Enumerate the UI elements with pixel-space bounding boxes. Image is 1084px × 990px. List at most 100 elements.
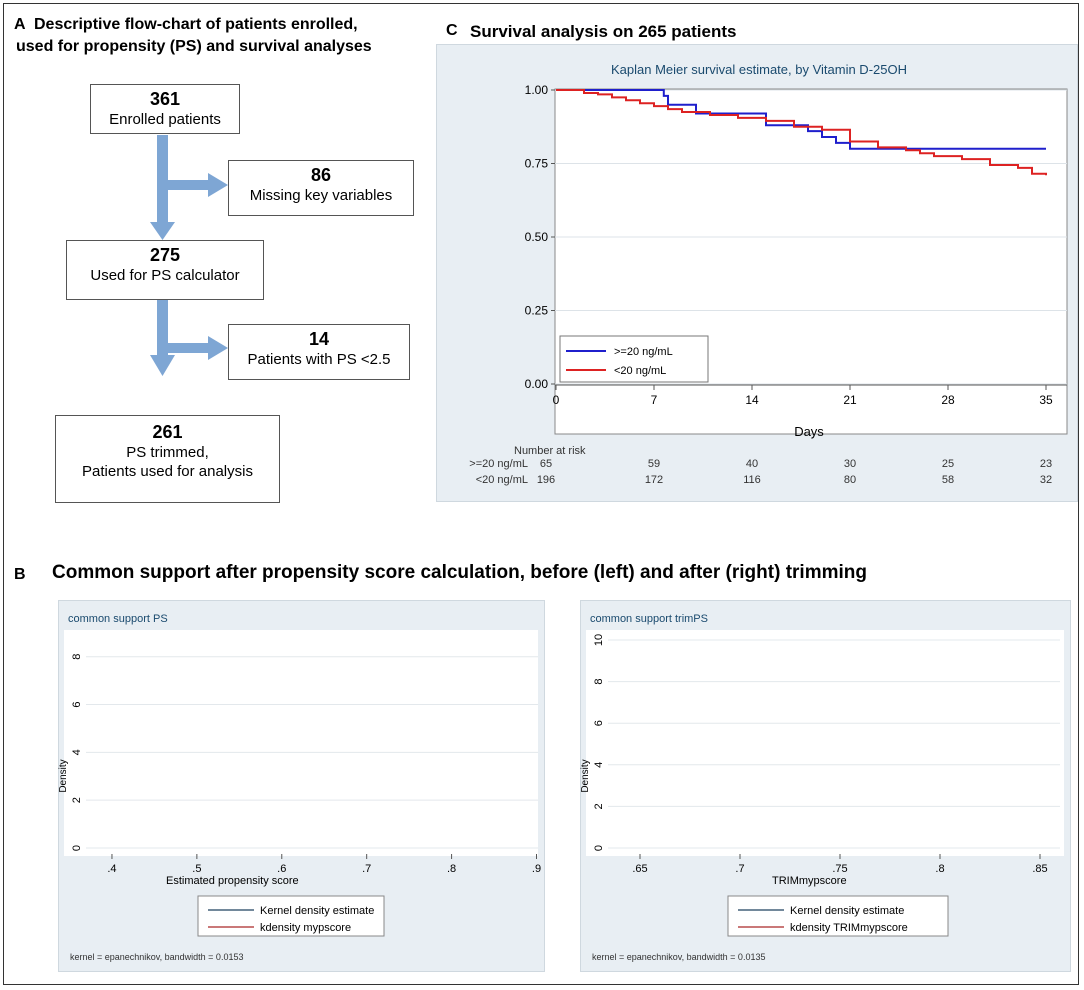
x-tick-label: 7 [651,393,658,407]
risk-count: 59 [648,458,660,470]
x-tick-label: 14 [745,393,759,407]
y-tick-label: 4 [71,749,83,755]
y-axis-label: Density [58,759,69,792]
y-tick-label: 2 [593,803,605,809]
km-chart: Kaplan Meier survival estimate, by Vitam… [469,62,1068,486]
flow-box-label: Patients with PS <2.5 [247,351,391,368]
y-tick-label: 8 [593,679,605,685]
x-tick-label: .75 [832,863,847,875]
flow-box-trimmed: 261 PS trimmed, Patients used for analys… [55,415,280,503]
panel-c-title: Survival analysis on 265 patients [470,22,737,41]
x-tick-label: .9 [532,863,541,875]
arrow-main-2-shaft [157,300,168,358]
x-tick-label: 0 [553,393,560,407]
arrow-side-1-shaft [166,180,210,190]
legend [559,335,709,383]
y-tick-label: 2 [71,797,83,803]
kernel-note: kernel = epanechnikov, bandwidth = 0.015… [70,952,243,962]
risk-count: 65 [540,458,552,470]
risk-count: 116 [743,474,761,486]
x-axis-label: Days [794,424,824,439]
km-step-line [556,89,1047,176]
panel-b-letter: B [14,566,26,583]
legend-label: Kernel density estimate [790,905,904,917]
y-tick-label: 6 [593,720,605,726]
figure-frame [3,3,1079,985]
x-tick-label: .7 [362,863,371,875]
y-tick-label: 0.50 [525,230,549,244]
flow-box-enrolled: 361 Enrolled patients [90,84,240,134]
panel-b-title: Common support after propensity score ca… [52,562,867,583]
plot-area [64,630,538,856]
kernel-note: kernel = epanechnikov, bandwidth = 0.013… [592,952,765,962]
risk-count: 80 [844,474,856,486]
y-tick-label: 8 [71,654,83,660]
risk-table-header: Number at risk [514,445,586,457]
flow-box-label: PS trimmed, [126,444,209,461]
risk-count: 30 [844,458,856,470]
risk-count: 23 [1040,458,1052,470]
x-tick-label: .7 [735,863,744,875]
panel-a-title-line1: Descriptive flow-chart of patients enrol… [34,16,358,33]
flow-box-count: 275 [149,245,181,265]
arrow-side-2-shaft [166,343,210,353]
x-tick-label: 21 [843,393,857,407]
y-tick-label: 0 [593,845,605,851]
flow-box-count: 361 [149,89,181,109]
x-tick-label: .65 [632,863,647,875]
arrow-side-2-head [208,336,228,360]
y-tick-label: 6 [71,701,83,707]
arrow-side-1-head [208,173,228,197]
legend-label: kdensity TRIMmypscore [790,922,908,934]
flow-box-label: Used for PS calculator [90,267,240,284]
density-chart-right: common support trimPS 0 2 4 6 8 10 .65 .7 .75 .8… [580,613,1064,962]
flow-box-ps-calc: 275 Used for PS calculator [66,240,264,300]
arrow-main-1-head [150,222,175,240]
risk-row-label: <20 ng/mL [476,474,528,486]
x-tick-label: .85 [1032,863,1047,875]
chart-title: common support trimPS [590,613,708,625]
y-axis-label: Density [580,759,591,792]
legend-label: Kernel density estimate [260,905,374,917]
plot-area [586,630,1064,856]
risk-count: 40 [746,458,758,470]
x-tick-label: .6 [277,863,286,875]
risk-count: 58 [942,474,954,486]
arrow-main-2-head [150,355,175,376]
y-tick-label: 4 [593,762,605,768]
x-tick-label: .4 [107,863,116,875]
legend-label: <20 ng/mL [614,365,666,377]
flow-box-ps-low: 14 Patients with PS <2.5 [228,324,410,380]
legend [197,895,385,937]
x-tick-label: .5 [192,863,201,875]
panel-a-letter: A [14,16,26,33]
km-step-line [556,89,1046,150]
y-tick-label: 0.25 [525,304,549,318]
x-tick-label: 35 [1039,393,1053,407]
density-chart-left: common support PS 0 2 4 6 8 .4 .5 .6 .7 .8 .9 Den… [58,613,541,962]
legend-label: kdensity mypscore [260,922,351,934]
y-tick-label: 10 [593,634,605,646]
arrow-main-1-shaft [157,135,168,225]
legend-label: >=20 ng/mL [614,346,673,358]
x-tick-label: .8 [935,863,944,875]
risk-count: 172 [645,474,663,486]
risk-count: 25 [942,458,954,470]
flow-box-count: 14 [308,329,330,349]
panel-c-letter: C [446,22,458,39]
chart-title: common support PS [68,613,168,625]
x-axis-label: TRIMmypscore [772,875,847,887]
x-tick-label: 28 [941,393,955,407]
chart-title: Kaplan Meier survival estimate, by Vitam… [611,62,907,77]
legend [727,895,949,937]
y-tick-label: 0 [71,845,83,851]
risk-count: 196 [537,474,555,486]
risk-count: 32 [1040,474,1052,486]
flowchart-arrows [150,135,228,376]
flow-box-label: Enrolled patients [109,111,221,128]
x-tick-label: .8 [447,863,456,875]
flow-box-label: Patients used for analysis [82,463,253,480]
y-tick-label: 0.00 [525,377,549,391]
risk-row-label: >=20 ng/mL [469,458,528,470]
flow-box-count: 86 [310,165,332,185]
